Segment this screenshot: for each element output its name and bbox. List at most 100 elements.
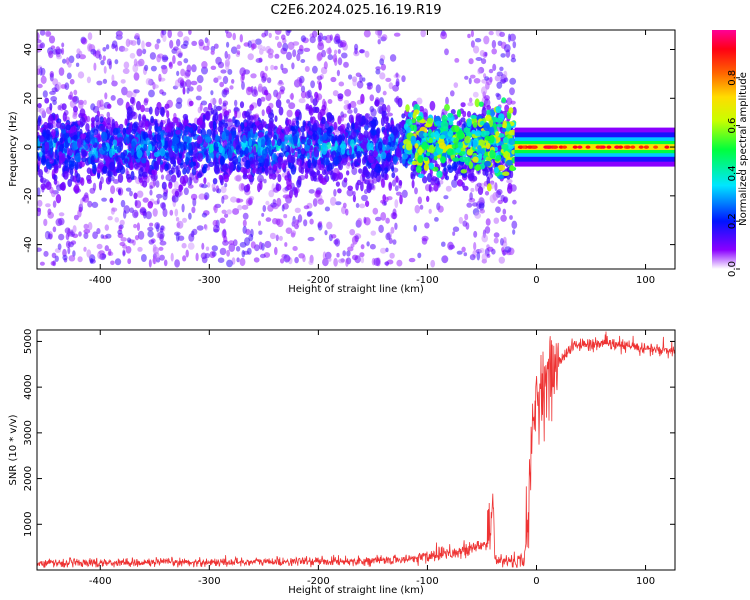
heatmap-cell: [354, 43, 359, 51]
heatmap-cell: [456, 250, 463, 255]
heatmap-cell: [277, 174, 282, 183]
heatmap-cell: [121, 86, 128, 96]
heatmap-cell: [512, 229, 516, 235]
heatmap-cell: [79, 108, 86, 117]
heatmap-cell: [145, 78, 152, 86]
heatmap-cell: [126, 114, 133, 121]
heatmap-cell: [244, 111, 251, 118]
heatmap-cell: [414, 143, 419, 149]
heatmap-cell: [312, 30, 318, 38]
heatmap-cell: [292, 219, 297, 226]
y-tick-label: 40: [23, 43, 34, 56]
heatmap-cell: [101, 131, 108, 142]
heatmap-cell: [360, 93, 365, 104]
heatmap-cell: [210, 90, 214, 96]
heatmap-cell: [118, 136, 123, 143]
heatmap-cell: [185, 79, 192, 88]
heatmap-cell: [61, 152, 66, 162]
heatmap-cell: [284, 134, 290, 141]
heatmap-cell: [227, 68, 233, 75]
heatmap-cell: [89, 129, 95, 140]
heatmap-cell: [292, 135, 298, 145]
heatmap-cell: [309, 218, 314, 225]
heatmap-cell: [664, 145, 670, 149]
heatmap-cell: [356, 217, 363, 227]
heatmap-cell: [53, 137, 58, 144]
heatmap-cell: [423, 132, 428, 137]
heatmap-cell: [328, 162, 333, 171]
heatmap-cell: [183, 141, 187, 151]
heatmap-cell: [371, 129, 377, 136]
heatmap-cell: [503, 70, 508, 79]
heatmap-cell: [324, 157, 330, 166]
heatmap-cell: [337, 188, 342, 194]
heatmap-cell: [142, 171, 148, 178]
heatmap-cell: [86, 167, 92, 174]
heatmap-cell: [263, 121, 267, 128]
heatmap-cell: [48, 35, 56, 44]
heatmap-cell: [289, 93, 294, 100]
heatmap-cell: [265, 217, 272, 222]
heatmap-cell: [182, 113, 189, 120]
heatmap-cell: [638, 145, 644, 149]
heatmap-cell: [447, 112, 453, 118]
heatmap-cell: [335, 181, 340, 187]
heatmap-cell: [484, 135, 492, 141]
heatmap-cell: [448, 120, 454, 126]
heatmap-cell: [37, 103, 42, 109]
heatmap-cell: [392, 155, 398, 165]
heatmap-cell: [188, 30, 192, 35]
heatmap-cell: [174, 190, 180, 197]
heatmap-cell: [245, 228, 251, 235]
heatmap-cell: [38, 169, 43, 178]
heatmap-cell: [111, 40, 118, 48]
heatmap-cell: [204, 136, 211, 143]
spectrogram-frame: [36, 29, 676, 270]
heatmap-cell: [380, 151, 387, 160]
heatmap-cell: [653, 145, 659, 149]
heatmap-cell: [117, 173, 124, 183]
heatmap-cell: [258, 230, 263, 235]
heatmap-cell: [48, 158, 54, 164]
heatmap-cell: [90, 48, 97, 55]
heatmap-cell: [308, 259, 314, 266]
heatmap-cell: [272, 163, 277, 171]
heatmap-cell: [359, 49, 366, 54]
heatmap-cell: [321, 169, 327, 176]
heatmap-cell: [408, 257, 416, 263]
heatmap-cell: [218, 174, 222, 181]
heatmap-cell: [122, 249, 126, 257]
colorbar: 0.00.20.40.60.8 Normalized spectral ampl…: [712, 30, 749, 277]
heatmap-cell: [294, 188, 299, 198]
heatmap-cell: [69, 168, 74, 176]
heatmap-cell: [230, 196, 238, 203]
heatmap-cell: [257, 183, 261, 193]
heatmap-cell: [392, 84, 399, 92]
heatmap-cell: [418, 105, 424, 112]
heatmap-cell: [424, 222, 430, 229]
heatmap-cell: [106, 111, 111, 118]
heatmap-cell: [275, 35, 279, 41]
heatmap-cell: [275, 183, 282, 192]
heatmap-cell: [250, 73, 257, 79]
heatmap-cell: [166, 155, 171, 162]
heatmap-cell: [382, 194, 387, 202]
heatmap-cell: [340, 146, 346, 155]
heatmap-cell: [354, 121, 359, 131]
heatmap-cell: [39, 30, 46, 36]
colorbar-tick-label: 0.6: [727, 118, 738, 134]
heatmap-cell: [37, 115, 42, 123]
heatmap-cell: [40, 183, 47, 191]
heatmap-cell: [237, 161, 242, 171]
heatmap-cell: [351, 162, 355, 170]
heatmap-cell: [222, 228, 227, 238]
heatmap-cell: [188, 233, 195, 242]
heatmap-cell: [430, 259, 436, 268]
heatmap-cell: [385, 77, 392, 82]
heatmap-cell: [352, 78, 357, 87]
heatmap-cell: [307, 89, 312, 99]
heatmap-cell: [496, 71, 503, 77]
heatmap-cell: [176, 220, 184, 229]
heatmap-cell: [174, 144, 179, 154]
heatmap-cell: [184, 69, 191, 77]
